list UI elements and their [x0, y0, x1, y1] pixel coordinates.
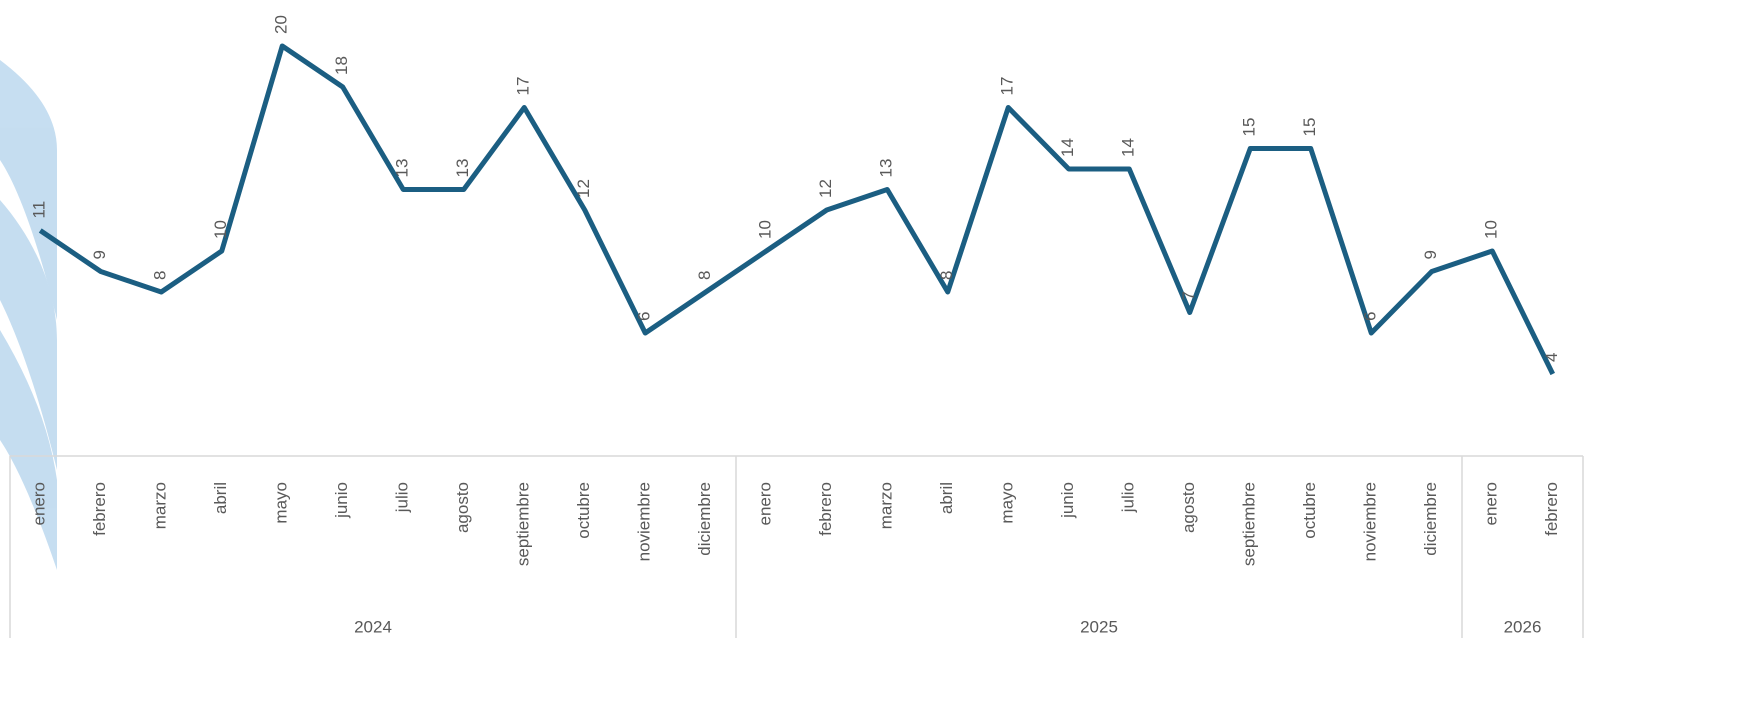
data-label: 8: [695, 271, 714, 280]
data-label: 11: [30, 201, 49, 219]
group-label: 2024: [354, 617, 392, 636]
x-tick-label: febrero: [816, 482, 835, 536]
x-tick-label: abril: [211, 482, 230, 514]
data-label: 20: [272, 15, 291, 34]
x-tick-label: abril: [937, 482, 956, 514]
data-label: 10: [1482, 220, 1501, 239]
data-label: 9: [1421, 250, 1440, 259]
data-label: 10: [211, 220, 230, 239]
line: [38, 43, 1555, 376]
data-label: 12: [574, 179, 593, 198]
data-label: 15: [1240, 118, 1259, 137]
x-tick-label: marzo: [877, 482, 896, 529]
data-label: 13: [393, 159, 412, 178]
group-label: 2026: [1504, 617, 1542, 636]
data-label: 17: [514, 77, 533, 96]
data-label: 12: [816, 179, 835, 198]
data-label: 8: [937, 271, 956, 280]
x-tick-label: marzo: [151, 482, 170, 529]
data-label: 8: [151, 271, 170, 280]
x-tick-label: agosto: [453, 482, 472, 533]
x-tick-label: octubre: [574, 482, 593, 539]
x-tick-label: mayo: [272, 482, 291, 524]
data-label: 17: [998, 77, 1017, 96]
x-tick-label: julio: [1119, 482, 1138, 513]
x-tick-label: junio: [332, 482, 351, 519]
x-tick-label: noviembre: [635, 482, 654, 561]
data-label: 4: [1542, 353, 1561, 362]
data-label: 14: [1058, 138, 1077, 157]
x-tick-label: febrero: [1542, 482, 1561, 536]
x-tick-label: noviembre: [1361, 482, 1380, 561]
x-tick-label: diciembre: [695, 482, 714, 556]
x-tick-label: enero: [30, 482, 49, 525]
x-tick-label: septiembre: [514, 482, 533, 566]
x-tick-label: junio: [1058, 482, 1077, 519]
data-label: 9: [90, 250, 109, 259]
data-label: 15: [1300, 118, 1319, 137]
data-label: 10: [756, 220, 775, 239]
x-tick-label: enero: [1482, 482, 1501, 525]
data-label: 14: [1119, 138, 1138, 157]
group-label: 2025: [1080, 617, 1118, 636]
x-tick-label: agosto: [1179, 482, 1198, 533]
x-tick-label: septiembre: [1240, 482, 1259, 566]
x-tick-label: julio: [393, 482, 412, 513]
x-tick-label: febrero: [90, 482, 109, 536]
x-tick-label: diciembre: [1421, 482, 1440, 556]
x-tick-label: mayo: [998, 482, 1017, 524]
x-tick-label: enero: [756, 482, 775, 525]
data-label: 6: [635, 312, 654, 321]
x-tick-label: octubre: [1300, 482, 1319, 539]
watermark: [0, 60, 57, 570]
data-label: 13: [877, 159, 896, 178]
data-label: 18: [332, 56, 351, 75]
data-label: 6: [1361, 312, 1380, 321]
data-label: 13: [453, 159, 472, 178]
data-label: 7: [1179, 291, 1198, 300]
